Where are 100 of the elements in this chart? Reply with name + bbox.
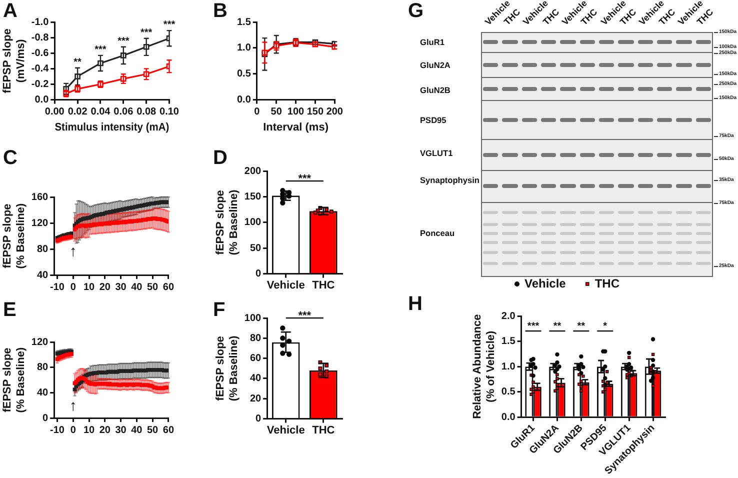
y-tick-label: -0.8 <box>31 32 50 44</box>
y-tick-label: 0 <box>42 412 49 424</box>
y-axis-title: fEPSP slope (% Baseline) <box>214 189 240 256</box>
text: G <box>408 0 424 22</box>
y-tick-label: -0.6 <box>31 48 50 59</box>
x-tick-label: 0.06 <box>114 106 134 118</box>
y-tick-label: 0.0 <box>34 94 50 106</box>
y-tick-label: 40 <box>36 387 49 398</box>
annotation: ** <box>74 56 82 68</box>
y-axis-title: fEPSP slope (% Baseline) <box>2 346 27 413</box>
y-tick-label: 40 <box>36 270 49 281</box>
y-tick-label: -1.0 <box>31 16 50 28</box>
x-tick-label: 50 <box>146 424 159 436</box>
x-tick-label: 40 <box>131 424 143 436</box>
x-tick-label: -10 <box>50 424 65 436</box>
annotation: ↑ <box>69 397 77 414</box>
annotation: ↑ <box>69 242 77 260</box>
x-tick-label: 30 <box>115 424 127 436</box>
chart-title: E <box>3 299 16 321</box>
y-tick-label: 0.5 <box>501 386 516 398</box>
y-tick-label: 0.0 <box>501 412 516 423</box>
annotation: *** <box>298 310 312 322</box>
category-label: GluN2A <box>420 60 450 70</box>
category-label: Synaptophysin <box>420 175 480 185</box>
annotation: *** <box>527 320 540 332</box>
x-tick-label: 50 <box>270 106 282 118</box>
y-tick-label: 0.0 <box>236 94 252 106</box>
x-tick-label: 40 <box>131 282 143 293</box>
y-tick-label: 100 <box>244 312 262 324</box>
y-tick-label: 80 <box>36 244 49 255</box>
y-tick-label: 160 <box>31 192 49 203</box>
x-tick-label: Vehicle <box>266 424 305 436</box>
chart-title: H <box>408 293 422 315</box>
annotation: ** <box>553 320 562 332</box>
x-tick-label: Vehicle <box>266 279 305 292</box>
category-label: GluN2B <box>420 85 450 95</box>
annotation: * <box>603 320 608 332</box>
x-tick-label: 150 <box>306 106 324 118</box>
y-tick-label: 80 <box>36 362 49 374</box>
annotation: *** <box>140 27 152 38</box>
chart-title: B <box>213 0 228 22</box>
annotation: ** <box>577 320 586 332</box>
category-label: GluR1 <box>420 37 444 47</box>
chart-title: A <box>3 0 18 22</box>
y-tick-label: 0 <box>256 268 262 280</box>
y-tick-label: 200 <box>244 166 262 177</box>
x-tick-label: 30 <box>115 282 127 293</box>
category-label: Ponceau <box>420 228 455 238</box>
y-tick-label: 2.0 <box>501 310 516 322</box>
x-axis-title: Stimulus intensity (mA) <box>54 121 170 134</box>
x-tick-label: 0.00 <box>44 106 65 118</box>
x-tick-label: 0 <box>70 282 76 293</box>
x-tick-label: THC <box>312 279 335 292</box>
y-tick-label: 40 <box>250 373 262 384</box>
annotation: *** <box>163 20 176 31</box>
y-tick-label: 0.5 <box>236 68 252 80</box>
y-tick-label: 120 <box>31 336 49 348</box>
chart-title: C <box>3 147 18 169</box>
annotation: *** <box>118 36 130 47</box>
x-tick-label: 10 <box>83 424 96 436</box>
x-tick-label: 0 <box>70 424 76 436</box>
x-tick-label: 0.08 <box>136 106 157 118</box>
x-tick-label: 200 <box>326 106 344 118</box>
x-tick-label: -10 <box>50 282 65 293</box>
y-tick-label: -0.2 <box>31 78 50 90</box>
x-tick-label: THC <box>312 424 335 436</box>
y-tick-label: -0.4 <box>31 63 50 74</box>
y-tick-label: 80 <box>250 332 262 344</box>
y-tick-label: 1.0 <box>236 42 252 54</box>
y-tick-label: 50 <box>250 242 262 254</box>
annotation: *** <box>298 173 312 185</box>
y-tick-label: 60 <box>250 353 262 364</box>
category-label: VGLUT1 <box>420 148 453 158</box>
y-tick-label: 120 <box>31 218 49 229</box>
x-tick-label: 0.10 <box>160 106 180 118</box>
chart-title: F <box>213 299 226 321</box>
y-tick-label: 1.5 <box>501 336 516 348</box>
y-tick-label: 1.0 <box>501 361 516 372</box>
y-tick-label: 20 <box>250 393 262 404</box>
category-label: PSD95 <box>420 115 446 125</box>
y-axis-title: fEPSP slope (% Baseline) <box>2 202 27 269</box>
x-tick-label: 10 <box>83 282 96 293</box>
y-tick-label: 1.5 <box>236 16 252 28</box>
x-tick-label: 100 <box>287 106 305 118</box>
x-tick-label: 20 <box>99 424 111 436</box>
y-tick-label: 150 <box>244 191 262 202</box>
x-axis-title: Interval (ms) <box>263 121 329 134</box>
y-tick-label: 0 <box>256 414 262 425</box>
y-axis-title: Relative Abundance (% of Vehicle) <box>472 314 497 419</box>
chart-title: D <box>213 147 228 169</box>
y-tick-label: 100 <box>244 217 262 228</box>
x-tick-label: 0.04 <box>90 106 111 118</box>
x-tick-label: 50 <box>146 282 159 293</box>
y-axis-title: fEPSP slope (mV/ms) <box>2 28 27 94</box>
x-tick-label: 60 <box>162 424 174 436</box>
x-tick-label: 0.02 <box>68 106 88 118</box>
y-axis-title: fEPSP slope (% Baseline) <box>214 335 240 402</box>
annotation: *** <box>94 44 106 56</box>
x-tick-label: 60 <box>162 282 174 293</box>
x-tick-label: 20 <box>99 282 111 293</box>
